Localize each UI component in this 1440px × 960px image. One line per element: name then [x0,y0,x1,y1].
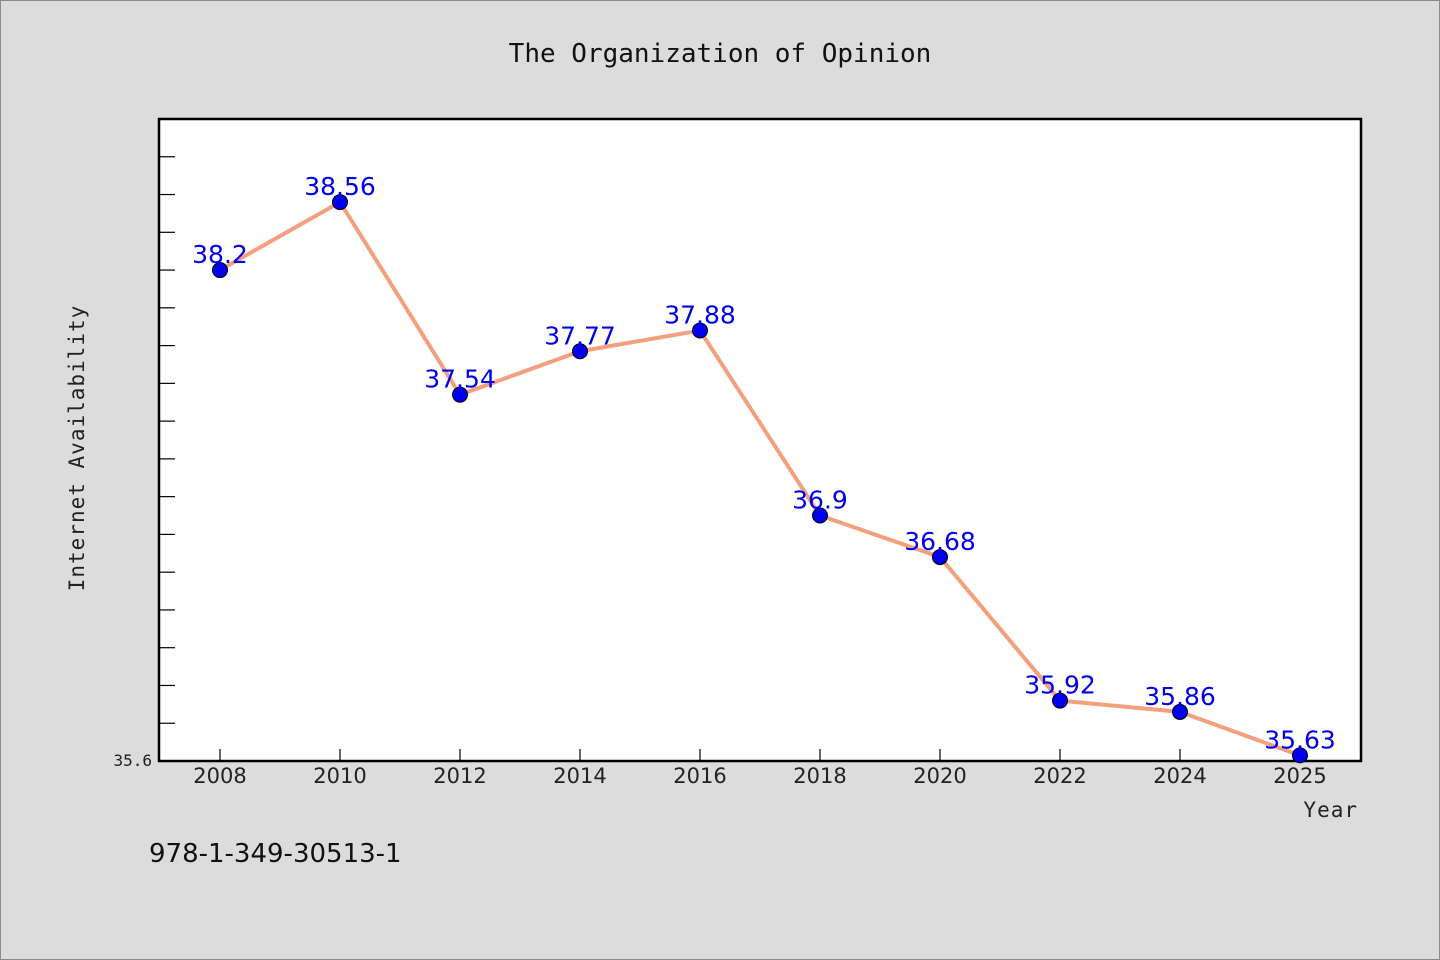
x-tick-labels: 2008 2010 2012 2014 2016 2018 2020 2022 2024 2025 [193,764,1326,788]
data-label: 37.88 [664,300,736,329]
data-label: 38.56 [304,172,376,201]
data-point [572,343,588,360]
series-markers [212,194,1308,764]
chart-title: The Organization of Opinion [509,39,932,69]
y-axis-label: Internet Availability [65,305,89,592]
data-point [452,386,468,403]
footer-text: 978-1-349-30513-1 [149,839,402,869]
x-axis-label: Year [1303,798,1358,822]
data-point [932,549,948,566]
data-point [212,262,228,279]
plot-area [157,117,1363,763]
data-label: 36.68 [904,527,976,556]
y-tick-label: 35.6 [113,751,152,770]
data-point [812,507,828,524]
data-labels: 38.2 38.56 37.54 37.77 37.88 36.9 36.68 35.92 35… [192,172,1336,754]
x-tick-label: 2016 [673,764,726,788]
data-label: 37.77 [544,321,616,350]
data-point [692,322,708,339]
series-line [219,200,1301,758]
x-tick-label: 2024 [1153,764,1206,788]
x-tick-label: 2008 [193,764,246,788]
data-label: 38.2 [192,240,248,269]
data-label: 36.9 [792,486,848,515]
data-point [1052,692,1068,709]
x-tick-label: 2010 [313,764,366,788]
data-label: 35.86 [1144,682,1216,711]
x-tick-label: 2025 [1273,764,1326,788]
x-tick-label: 2012 [433,764,486,788]
x-tick-label: 2018 [793,764,846,788]
x-tick-label: 2014 [553,764,606,788]
data-point [332,194,348,211]
data-point [1292,747,1308,764]
data-label: 37.54 [424,365,496,394]
x-tick-label: 2020 [913,764,966,788]
y-axis-ticks [159,118,175,724]
x-tick-label: 2022 [1033,764,1086,788]
data-point [1172,703,1188,720]
data-label: 35.92 [1024,671,1096,700]
data-label: 35.63 [1264,725,1336,754]
